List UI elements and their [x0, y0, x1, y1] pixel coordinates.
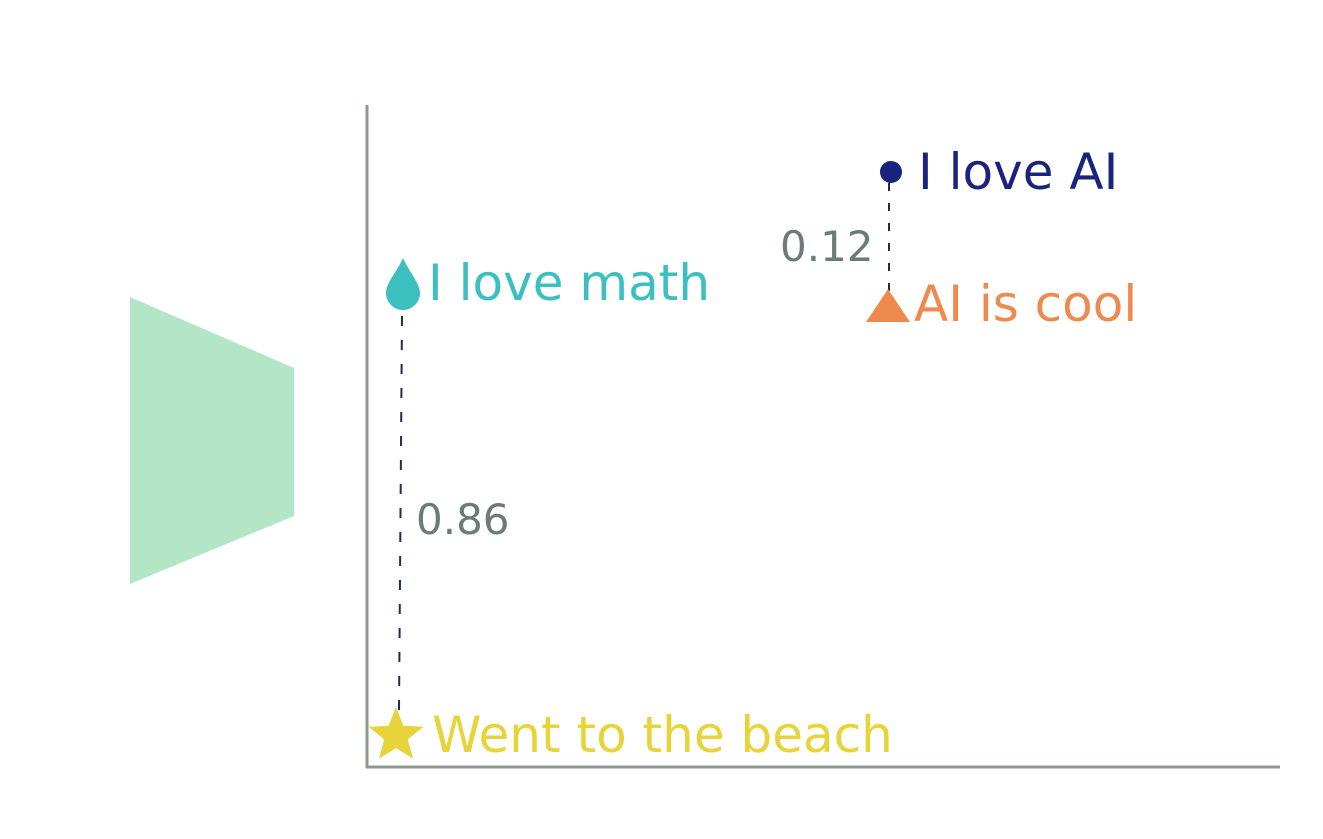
distance-value-math-beach: 0.86 [416, 495, 510, 544]
point-label-beach: Went to the beach [432, 706, 893, 764]
star-icon [368, 707, 424, 759]
point-label-ai: I love AI [918, 143, 1118, 201]
distance-line-math-beach [398, 315, 403, 711]
triangle-icon [866, 289, 910, 322]
point-label-math: I love math [428, 254, 710, 312]
circle-dot-icon [880, 161, 902, 183]
encoder-trapezoid-icon [130, 297, 294, 584]
distance-value-ai-cool: 0.12 [780, 222, 874, 271]
droplet-icon [386, 258, 420, 310]
point-label-cool: AI is cool [914, 275, 1137, 333]
